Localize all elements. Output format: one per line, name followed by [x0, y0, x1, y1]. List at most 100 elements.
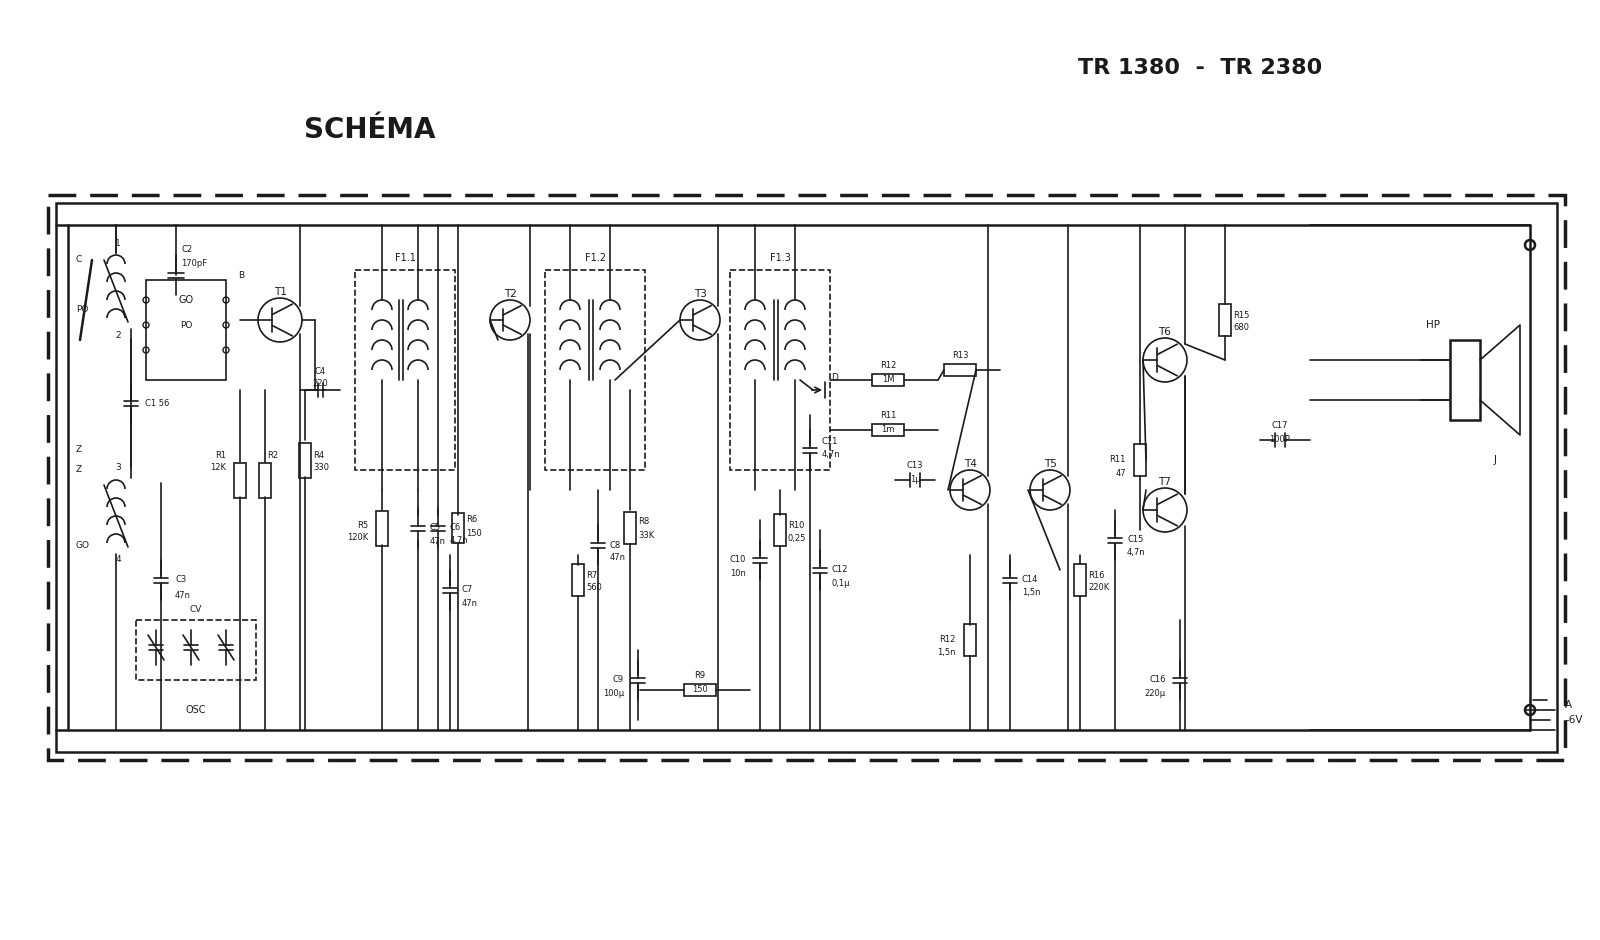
Text: C16: C16 — [1149, 676, 1166, 684]
Text: R2: R2 — [267, 450, 278, 460]
Text: HP: HP — [1426, 320, 1440, 330]
Text: F1.3: F1.3 — [770, 253, 790, 263]
Text: 47n: 47n — [610, 554, 626, 562]
Text: -6V: -6V — [1565, 715, 1582, 725]
Text: A: A — [1565, 700, 1573, 710]
Bar — [944, 364, 976, 376]
Text: R11: R11 — [880, 412, 896, 420]
Bar — [624, 512, 637, 544]
Text: 10n: 10n — [730, 569, 746, 577]
Text: 12K: 12K — [210, 463, 226, 473]
Text: Z: Z — [77, 446, 82, 455]
Text: D: D — [832, 373, 838, 383]
Text: 1: 1 — [115, 239, 122, 247]
Text: R7: R7 — [586, 571, 597, 579]
Text: 0,25: 0,25 — [787, 534, 806, 542]
Bar — [730, 270, 830, 470]
Text: R9: R9 — [694, 671, 706, 681]
Bar — [1450, 340, 1480, 420]
Text: PO: PO — [77, 306, 88, 315]
Text: R13: R13 — [952, 352, 968, 361]
Bar — [573, 564, 584, 596]
Text: 150: 150 — [693, 684, 707, 694]
Bar — [774, 514, 786, 546]
Text: 4,7n: 4,7n — [822, 450, 840, 460]
Text: 4: 4 — [115, 556, 122, 565]
Text: C: C — [77, 256, 82, 264]
Text: T1: T1 — [274, 287, 286, 297]
Text: 100µ: 100µ — [603, 688, 624, 697]
Text: F1.1: F1.1 — [395, 253, 416, 263]
Text: T2: T2 — [504, 289, 517, 299]
Text: T5: T5 — [1043, 459, 1056, 469]
Text: 1,5n: 1,5n — [1022, 588, 1040, 598]
Text: C8: C8 — [610, 540, 621, 550]
Text: T7: T7 — [1158, 477, 1171, 487]
Bar — [355, 270, 454, 470]
Text: T3: T3 — [693, 289, 707, 299]
Text: C12: C12 — [832, 566, 848, 574]
Bar — [685, 684, 717, 696]
Text: 1M: 1M — [882, 374, 894, 384]
Text: 4,7n: 4,7n — [450, 537, 469, 545]
Text: 1m: 1m — [882, 425, 894, 433]
Text: R5: R5 — [357, 521, 368, 529]
Text: R11: R11 — [1110, 456, 1126, 464]
Text: C13: C13 — [907, 462, 923, 471]
Bar — [376, 510, 387, 545]
Text: Z: Z — [77, 465, 82, 475]
Bar — [453, 513, 464, 543]
Text: R16: R16 — [1088, 571, 1104, 579]
Bar — [136, 620, 256, 680]
Text: R12: R12 — [880, 362, 896, 370]
Text: 1µ: 1µ — [910, 475, 920, 483]
Text: B: B — [238, 271, 245, 279]
Bar — [872, 424, 904, 436]
Bar — [1134, 444, 1146, 476]
Text: 220µ: 220µ — [1146, 688, 1166, 697]
Text: C15: C15 — [1126, 536, 1144, 544]
Bar — [259, 462, 270, 497]
Text: GO: GO — [179, 295, 194, 305]
Bar — [546, 270, 645, 470]
Text: T4: T4 — [963, 459, 976, 469]
Text: C17: C17 — [1272, 421, 1288, 431]
Text: OSC: OSC — [186, 705, 206, 715]
Text: 4,7n: 4,7n — [1126, 549, 1146, 557]
Text: 47n: 47n — [430, 537, 446, 545]
Text: R8: R8 — [638, 518, 650, 526]
Text: 33K: 33K — [638, 530, 654, 540]
Text: R6: R6 — [466, 515, 477, 525]
Text: 1,5n: 1,5n — [938, 649, 957, 657]
Text: C11: C11 — [822, 437, 838, 446]
Text: TR 1380  -  TR 2380: TR 1380 - TR 2380 — [1078, 58, 1322, 78]
Text: C6: C6 — [450, 524, 461, 532]
Bar — [963, 624, 976, 656]
Text: 47: 47 — [1115, 468, 1126, 478]
Text: C2: C2 — [181, 245, 192, 255]
Text: F1.2: F1.2 — [584, 253, 605, 263]
Text: 220: 220 — [312, 380, 328, 388]
Text: 0,1µ: 0,1µ — [832, 578, 851, 588]
Text: J: J — [1493, 455, 1496, 465]
Text: C5: C5 — [430, 524, 442, 532]
Bar — [56, 203, 1557, 752]
Text: C7: C7 — [462, 586, 474, 594]
Bar — [872, 374, 904, 386]
Text: 330: 330 — [314, 463, 330, 473]
Text: R1: R1 — [214, 450, 226, 460]
Bar — [48, 195, 1565, 760]
Text: 3: 3 — [115, 463, 122, 473]
Text: 560: 560 — [586, 584, 602, 592]
Text: T6: T6 — [1158, 327, 1171, 337]
Bar — [1074, 564, 1086, 596]
Text: SCHÉMA: SCHÉMA — [304, 116, 435, 144]
Text: 47n: 47n — [174, 590, 190, 600]
Text: 680: 680 — [1234, 323, 1250, 333]
Text: 220K: 220K — [1088, 584, 1109, 592]
Text: R4: R4 — [314, 450, 325, 460]
Bar — [299, 443, 310, 478]
Text: PO: PO — [179, 321, 192, 330]
Bar — [234, 462, 246, 497]
Text: CV: CV — [190, 605, 202, 615]
